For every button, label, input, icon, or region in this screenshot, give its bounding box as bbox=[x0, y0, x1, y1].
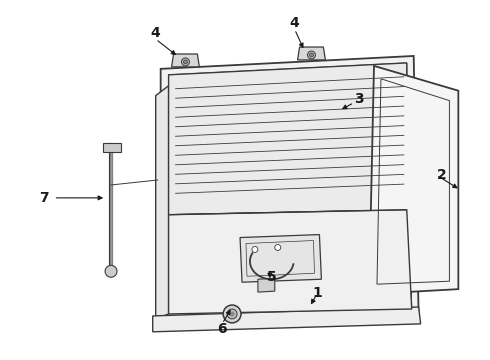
Text: 5: 5 bbox=[267, 270, 277, 284]
Text: 2: 2 bbox=[437, 168, 446, 182]
Polygon shape bbox=[240, 235, 321, 282]
Polygon shape bbox=[156, 86, 169, 319]
Text: 4: 4 bbox=[290, 16, 299, 30]
Circle shape bbox=[252, 247, 258, 252]
Text: 6: 6 bbox=[218, 322, 227, 336]
Polygon shape bbox=[153, 307, 420, 332]
Text: 7: 7 bbox=[39, 191, 49, 205]
Circle shape bbox=[310, 53, 314, 57]
Text: 3: 3 bbox=[354, 92, 364, 105]
Circle shape bbox=[308, 51, 316, 59]
Circle shape bbox=[223, 305, 241, 323]
Text: 1: 1 bbox=[313, 286, 322, 300]
Polygon shape bbox=[169, 63, 407, 215]
Polygon shape bbox=[369, 66, 458, 294]
Text: 4: 4 bbox=[151, 26, 161, 40]
Polygon shape bbox=[169, 210, 412, 314]
Circle shape bbox=[227, 309, 237, 319]
Circle shape bbox=[230, 311, 235, 316]
Circle shape bbox=[275, 244, 281, 251]
Polygon shape bbox=[258, 278, 275, 292]
Circle shape bbox=[105, 265, 117, 277]
Polygon shape bbox=[103, 143, 121, 152]
Circle shape bbox=[183, 60, 188, 64]
Polygon shape bbox=[297, 47, 325, 60]
Polygon shape bbox=[172, 54, 199, 67]
Polygon shape bbox=[161, 56, 418, 319]
Circle shape bbox=[181, 58, 190, 66]
